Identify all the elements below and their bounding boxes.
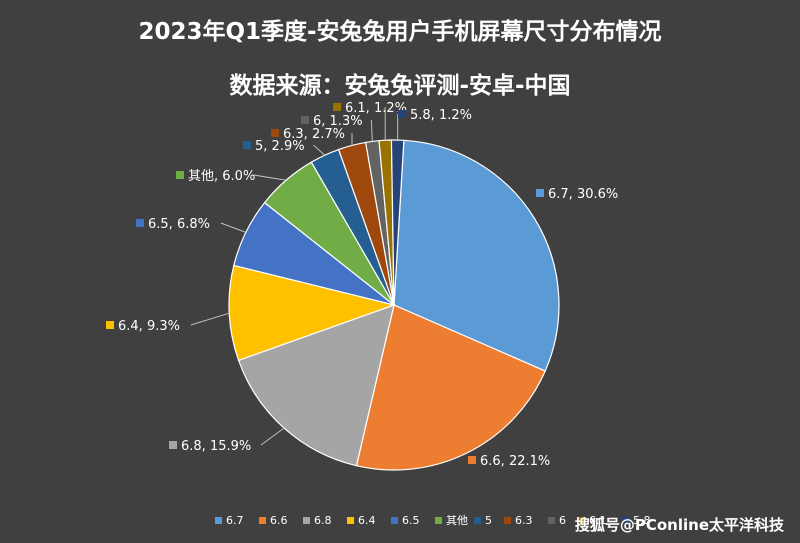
data-label-6: 6, 1.3% <box>313 114 363 129</box>
leader-line-6 <box>370 119 373 142</box>
chart-subtitle: 数据来源：安兔兔评测-安卓-中国 <box>229 73 571 99</box>
legend-swatch-6-4 <box>347 517 354 524</box>
legend-swatch-5-8 <box>622 517 629 524</box>
label-swatch-6 <box>301 116 309 124</box>
leader-line-6-8 <box>260 427 285 446</box>
data-label-6-4: 6.4, 9.3% <box>118 319 180 334</box>
legend-item-6-8: 6.8 <box>314 514 332 527</box>
chart-legend: 6.7 6.6 6.8 6.4 6.5 其他 5 6.3 6 6.1 5.8 <box>215 514 651 527</box>
legend-swatch-6 <box>548 517 555 524</box>
leader-line-6-5 <box>220 222 246 233</box>
legend-item-6-1: 6.1 <box>589 514 607 527</box>
data-label-5-8: 5.8, 1.2% <box>410 108 472 123</box>
label-swatch-6-8 <box>169 441 177 449</box>
legend-item-5-8: 5.8 <box>633 514 651 527</box>
legend-item-5: 5 <box>485 514 492 527</box>
legend-item-6-4: 6.4 <box>358 514 376 527</box>
legend-item-6-7: 6.7 <box>226 514 244 527</box>
legend-item-6-5: 6.5 <box>402 514 420 527</box>
slice-6-7 <box>393 139 560 372</box>
label-swatch-6-6 <box>468 456 476 464</box>
slice-5-8 <box>390 139 405 306</box>
data-label-6-8: 6.8, 15.9% <box>181 439 251 454</box>
data-label-6-1: 6.1, 1.2% <box>345 101 407 116</box>
data-label-6-6: 6.6, 22.1% <box>480 454 550 469</box>
leader-line-other-5 <box>253 174 287 181</box>
legend-swatch-6-7 <box>215 517 222 524</box>
legend-swatch-6-3 <box>504 517 511 524</box>
legend-swatch-6-1 <box>578 517 585 524</box>
chart-title: 2023年Q1季度-安兔兔用户手机屏幕尺寸分布情况 <box>138 19 662 45</box>
label-swatch-6-5 <box>136 219 144 227</box>
label-swatch-other-5 <box>176 171 184 179</box>
legend-item-other-5: 其他 <box>446 514 468 527</box>
legend-item-6: 6 <box>559 514 566 527</box>
data-label-6-7: 6.7, 30.6% <box>548 187 618 202</box>
legend-swatch-5 <box>474 517 481 524</box>
label-swatch-6-3 <box>271 129 279 137</box>
legend-item-6-6: 6.6 <box>270 514 288 527</box>
data-label-6-5: 6.5, 6.8% <box>148 217 210 232</box>
slice-6-6 <box>355 304 546 471</box>
legend-swatch-other-5 <box>435 517 442 524</box>
label-swatch-5-8 <box>398 110 406 118</box>
label-swatch-6-7 <box>536 189 544 197</box>
data-label-5: 5, 2.9% <box>255 139 305 154</box>
leader-line-6-4 <box>190 312 230 326</box>
label-swatch-6-1 <box>333 103 341 111</box>
pie-slices <box>228 139 560 471</box>
legend-swatch-6-6 <box>259 517 266 524</box>
watermark: 搜狐号@PConline太平洋科技 <box>574 516 784 534</box>
data-label-6-3: 6.3, 2.7% <box>283 127 345 142</box>
label-swatch-5 <box>243 141 251 149</box>
leader-line-5 <box>313 144 326 156</box>
label-swatch-6-4 <box>106 321 114 329</box>
data-label-other-5: 其他, 6.0% <box>188 169 255 184</box>
legend-swatch-6-8 <box>303 517 310 524</box>
data-labels: 6.7, 30.6% 6.6, 22.1% 6.8, 15.9% 6.4, 9.3% 6… <box>106 101 618 469</box>
legend-swatch-6-5 <box>391 517 398 524</box>
leader-lines <box>190 107 399 446</box>
legend-item-6-3: 6.3 <box>515 514 533 527</box>
